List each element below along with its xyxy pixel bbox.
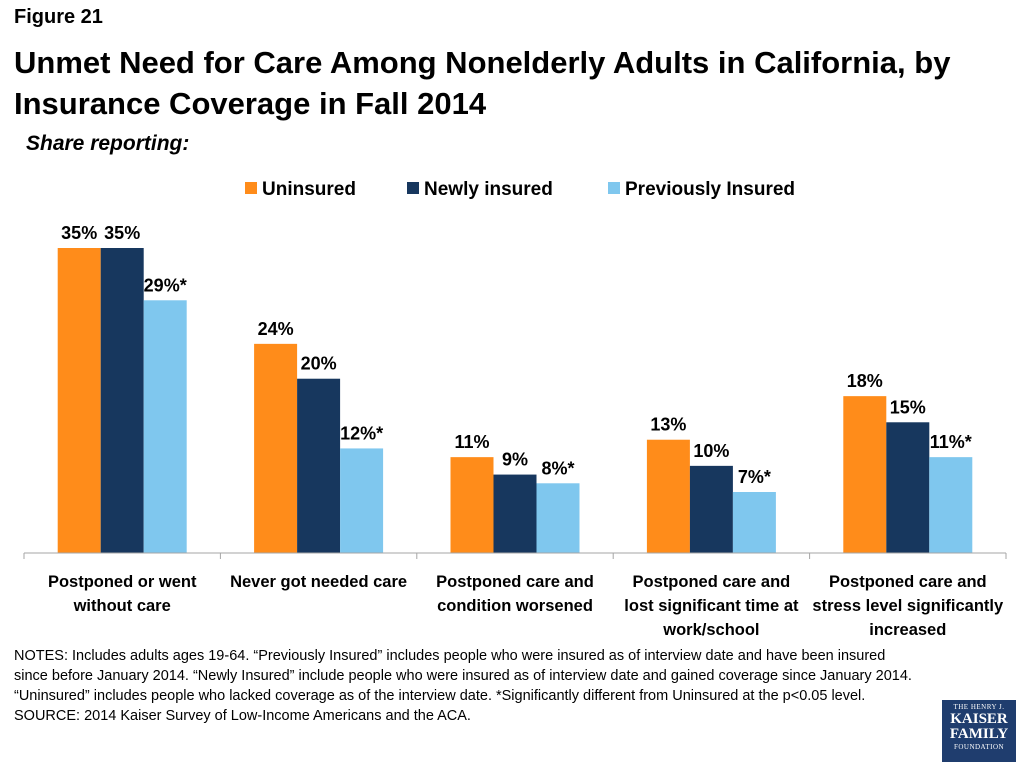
category-label-3-2: work/school (662, 621, 759, 639)
category-label-0-1: without care (73, 597, 171, 615)
data-label-1-2: 9% (502, 450, 528, 470)
bar-0-3 (646, 439, 690, 553)
data-label-0-2: 11% (454, 432, 489, 452)
data-label-1-1: 20% (301, 354, 337, 374)
data-label-2-1: 12%* (340, 423, 383, 443)
bar-1-0 (100, 248, 144, 553)
logo-line-2: KAISER (950, 711, 1008, 727)
legend-label-1: Newly insured (424, 179, 553, 200)
category-label-4-1: stress level significantly (812, 597, 1004, 615)
data-label-0-1: 24% (258, 319, 294, 339)
legend-swatch-2 (608, 182, 620, 194)
bar-0-1 (254, 343, 298, 553)
bar-2-4 (929, 457, 973, 553)
category-label-2-1: condition worsened (437, 597, 593, 615)
data-label-2-3: 7%* (738, 467, 771, 487)
bar-2-2 (536, 483, 580, 553)
category-label-1-0: Never got needed care (230, 573, 407, 591)
source-text: SOURCE: 2014 Kaiser Survey of Low-Income… (14, 708, 471, 724)
bar-0-2 (450, 457, 494, 553)
legend-label-0: Uninsured (262, 179, 356, 200)
category-label-2-0: Postponed care and (436, 573, 594, 591)
data-label-2-0: 29%* (144, 275, 187, 295)
bar-2-0 (143, 300, 187, 553)
bar-2-3 (732, 492, 776, 553)
bar-0-4 (843, 396, 887, 553)
category-label-4-2: increased (869, 621, 946, 639)
bar-0-0 (57, 248, 101, 553)
bar-1-2 (493, 474, 537, 553)
logo-line-3: FAMILY (949, 726, 1009, 742)
data-label-0-0: 35% (61, 223, 97, 243)
category-label-0-0: Postponed or went (48, 573, 197, 591)
figure-label: Figure 21 (14, 6, 103, 28)
chart-title: Unmet Need for Care Among Nonelderly Adu… (14, 45, 951, 121)
bar-1-1 (297, 378, 341, 553)
chart-subtitle: Share reporting: (26, 132, 190, 155)
bar-1-4 (886, 422, 930, 553)
category-label-4-0: Postponed care and (829, 573, 987, 591)
logo-line-1: THE HENRY J. (953, 703, 1005, 711)
data-label-2-4: 11%* (930, 432, 972, 452)
category-label-3-1: lost significant time at (624, 597, 799, 615)
data-label-1-4: 15% (890, 397, 926, 417)
notes-block: NOTES: Includes adults ages 19-64. “Prev… (14, 646, 914, 726)
category-label-3-0: Postponed care and (633, 573, 791, 591)
kaiser-family-foundation-logo: THE HENRY J. KAISER FAMILY FOUNDATION (942, 700, 1016, 762)
notes-text: NOTES: Includes adults ages 19-64. “Prev… (14, 648, 912, 704)
data-label-1-0: 35% (104, 223, 140, 243)
bar-chart: Uninsured Newly insured Previously Insured… (23, 179, 1007, 639)
data-label-2-2: 8%* (541, 458, 574, 478)
bar-1-3 (689, 465, 733, 553)
logo-line-4: FOUNDATION (953, 743, 1005, 751)
bar-2-1 (340, 448, 384, 553)
data-label-0-4: 18% (847, 371, 883, 391)
legend-swatch-1 (407, 182, 419, 194)
legend-label-2: Previously Insured (625, 179, 795, 200)
data-label-0-3: 13% (650, 415, 686, 435)
data-label-1-3: 10% (693, 441, 729, 461)
legend-swatch-0 (245, 182, 257, 194)
